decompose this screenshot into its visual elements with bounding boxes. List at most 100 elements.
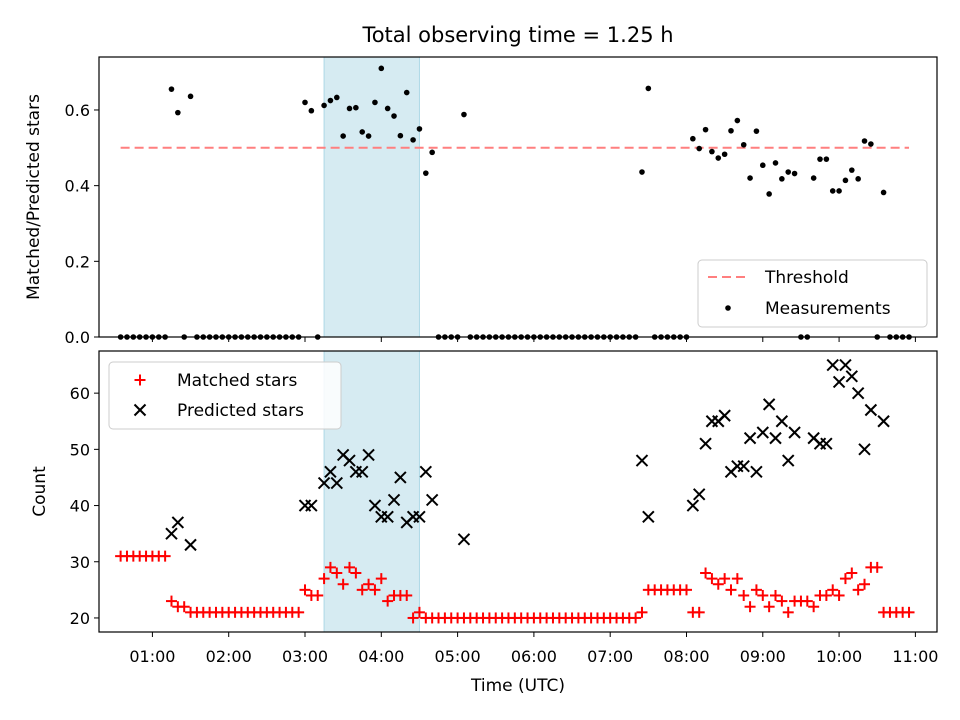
matched-star-point [750, 584, 762, 596]
x-marker-b [686, 499, 700, 512]
measurement-point [384, 105, 391, 112]
top-legend-box [697, 259, 928, 328]
measurement-point [785, 169, 792, 175]
bottom-y-axis-label: Count [30, 466, 50, 517]
measurement-point [416, 126, 423, 132]
predicted-star-point [425, 493, 439, 507]
x-marker-b [826, 358, 839, 372]
predicted-star-point [769, 431, 782, 445]
x-tick-label: 01:00 [129, 647, 175, 666]
matched-star-point [312, 589, 324, 601]
matched-star-point [725, 584, 737, 596]
predicted-star-point [788, 426, 801, 439]
measurement-point [645, 85, 652, 92]
predicted-star-point [756, 426, 769, 439]
measurement-point [868, 141, 874, 147]
matched-star-point [159, 550, 171, 562]
matched-star-point [318, 573, 330, 585]
measurement-point [639, 169, 645, 175]
predicted-star-point [775, 415, 789, 428]
predicted-star-point [782, 454, 795, 467]
top-axes-frame [98, 56, 938, 338]
x-marker-b [381, 510, 394, 523]
x-marker-b [642, 510, 655, 523]
x-marker-b [839, 358, 852, 372]
measurement-point [353, 104, 359, 111]
measurement-point [715, 155, 722, 161]
top-legend: Threshold Measurements [697, 259, 928, 328]
predicted-star-point [718, 409, 731, 422]
measurement-point [397, 132, 404, 139]
measurement-point [429, 149, 435, 156]
bottom-y-tick-label: 40 [70, 497, 90, 516]
measurement-point [327, 97, 334, 104]
predicted-star-point [737, 460, 750, 473]
matched-star-point [636, 606, 648, 618]
predicted-star-point [381, 510, 394, 523]
x-marker-b [394, 471, 407, 484]
measurement-point [690, 135, 696, 142]
measurement-point [168, 86, 175, 92]
matched-star-point [693, 606, 705, 618]
predicted-star-point [864, 403, 878, 417]
measurement-point [817, 156, 823, 162]
x-marker-b [336, 448, 350, 462]
legend-matched-swatch [134, 374, 146, 386]
measurement-point [836, 188, 842, 194]
bottom-legend-box [108, 361, 342, 430]
x-marker-b [305, 499, 318, 512]
predicted-star-point [165, 527, 178, 540]
predicted-star-point [356, 465, 369, 479]
x-marker-b [692, 488, 706, 501]
x-marker-b [750, 465, 763, 479]
measurement-point [728, 127, 734, 134]
predicted-star-point [832, 375, 846, 389]
top-y-tick-label: 0.4 [65, 177, 90, 196]
x-marker-b [171, 516, 185, 529]
matched-star-point [859, 578, 871, 590]
predicted-star-point [699, 437, 712, 450]
matched-star-point [324, 561, 336, 573]
measurement-point [842, 177, 849, 184]
x-tick-label: 08:00 [663, 647, 709, 666]
legend-x-marker [133, 403, 147, 417]
bottom-axes-frame [98, 350, 938, 633]
matched-star-point [820, 589, 832, 601]
predicted-star-point [839, 358, 852, 372]
top-x-axis-ticks [151, 337, 916, 342]
x-marker-b [413, 510, 426, 523]
top-y-tick-label: 0.6 [65, 101, 90, 120]
x-marker-b [788, 426, 801, 439]
measurement-point [759, 162, 766, 169]
predicted-star-point [171, 516, 185, 529]
top-highlight-span [323, 56, 420, 338]
measurement-point [772, 160, 779, 166]
matched-star-point [776, 595, 788, 607]
measurement-point [346, 105, 353, 112]
matched-star-point [344, 561, 356, 573]
measurement-point [175, 109, 181, 116]
x-marker-b [769, 431, 782, 445]
measurement-point [880, 189, 887, 196]
matched-star-point [337, 578, 349, 590]
matched-star-point [712, 578, 724, 590]
top-y-axis-ticks: 0.0 0.2 0.4 0.6 [65, 101, 99, 347]
measurement-point [766, 191, 772, 197]
matched-star-point [763, 601, 775, 613]
matched-star-point [738, 589, 750, 601]
matched-star-point [770, 589, 782, 601]
measurement-point [321, 102, 327, 109]
predicted-star-point [457, 533, 471, 546]
x-marker-b [864, 403, 878, 417]
predicted-star-point [692, 488, 706, 501]
predicted-star-point [845, 370, 859, 383]
measurement-point [365, 133, 372, 139]
x-marker-b [133, 403, 147, 417]
matched-star-point [700, 567, 712, 579]
x-marker-b [368, 499, 382, 512]
top-y-axis-label: Matched/Predicted stars [24, 94, 44, 300]
predicted-star-point [317, 476, 331, 490]
predicted-star-point [686, 499, 700, 512]
measurement-point [302, 99, 308, 106]
x-marker-b [845, 370, 859, 383]
